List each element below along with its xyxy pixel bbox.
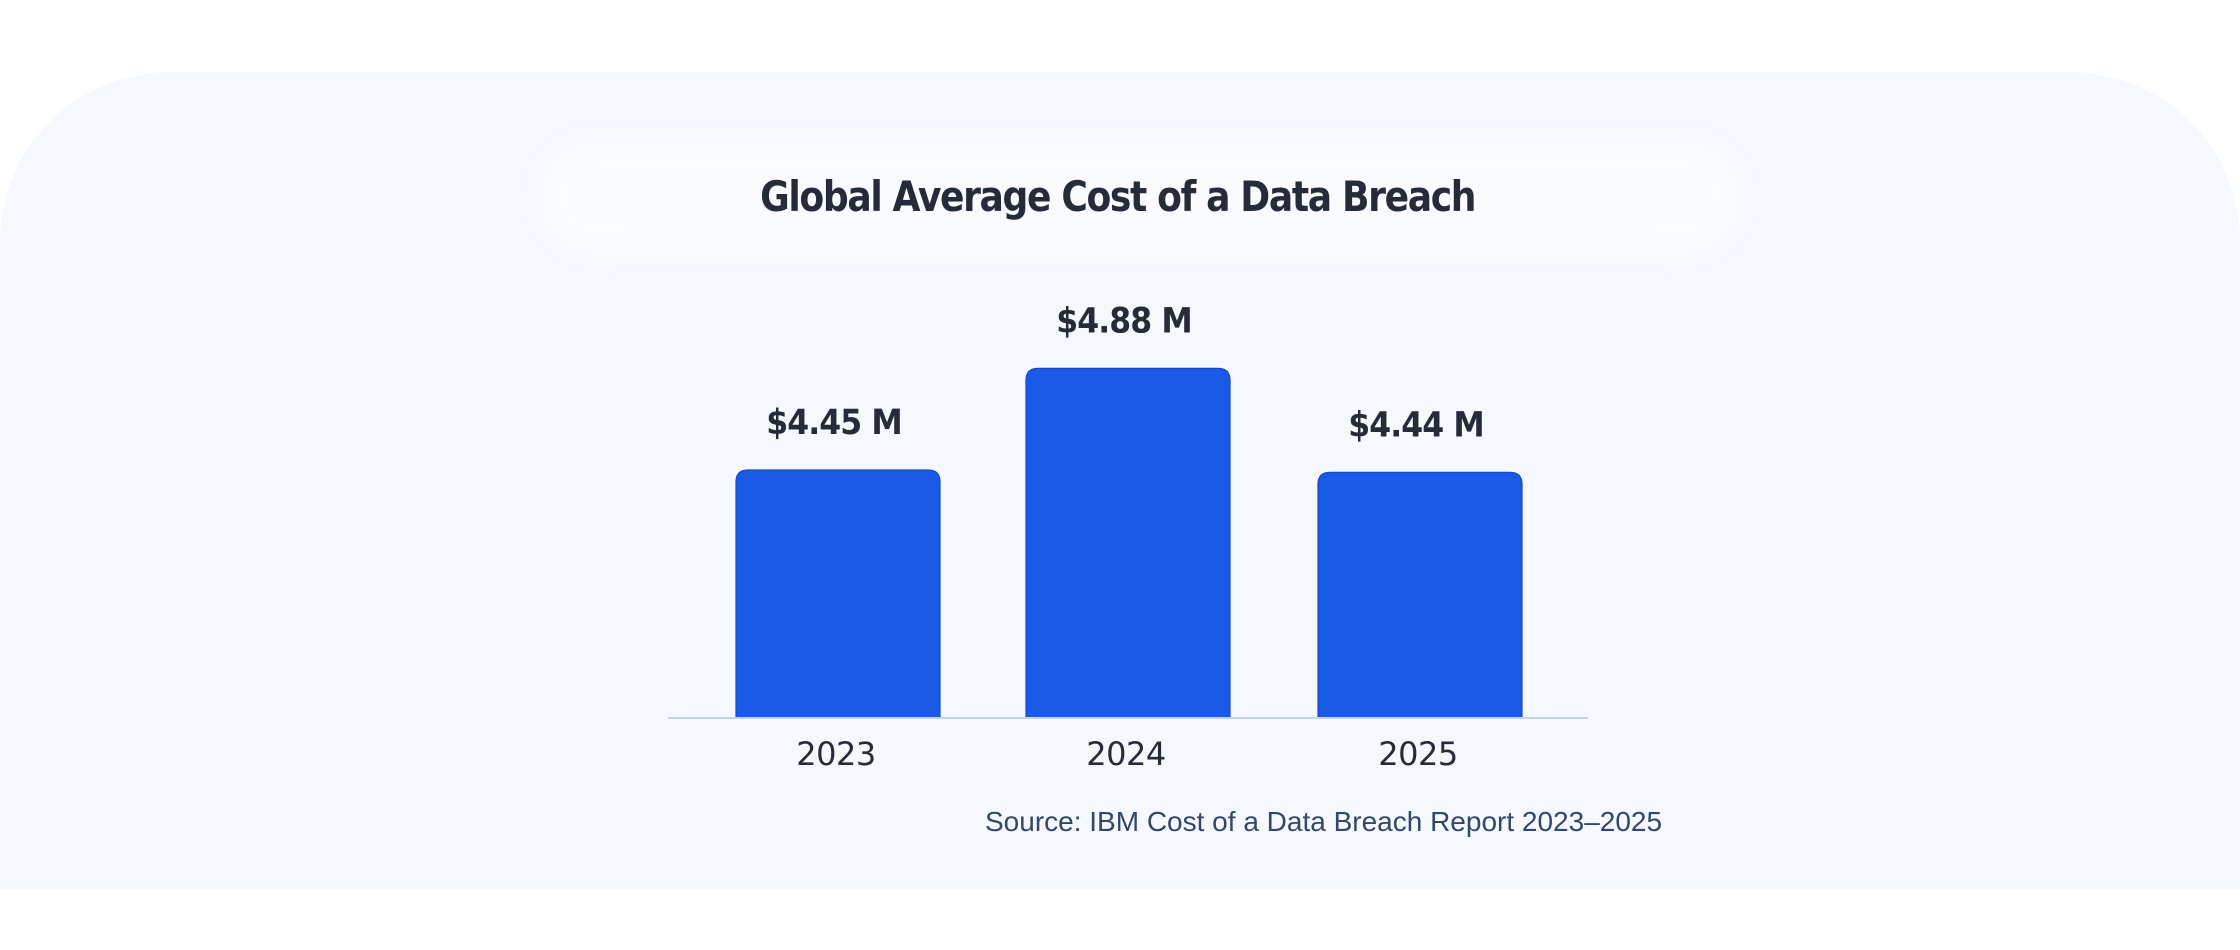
labels-group: $4.45 M 2023 $4.88 M 2024 $4.44 M 2025 [766,300,1484,773]
chart-card [0,72,2240,889]
bars-group [735,367,1523,719]
x-tick-label-2025: 2025 [1378,735,1457,773]
x-tick-label-2024: 2024 [1086,735,1165,773]
x-tick-label-2023: 2023 [796,735,875,773]
value-label-2024: $4.88 M [1056,300,1192,341]
bar-2024 [1025,367,1231,719]
value-label-2025: $4.44 M [1348,404,1484,445]
bar-2025 [1317,471,1523,719]
bar-2023 [735,469,941,719]
chart-title: Global Average Cost of a Data Breach [760,172,1476,221]
title-glow [540,142,1740,252]
value-label-2023: $4.45 M [766,401,902,442]
chart-source: Source: IBM Cost of a Data Breach Report… [985,806,1663,837]
